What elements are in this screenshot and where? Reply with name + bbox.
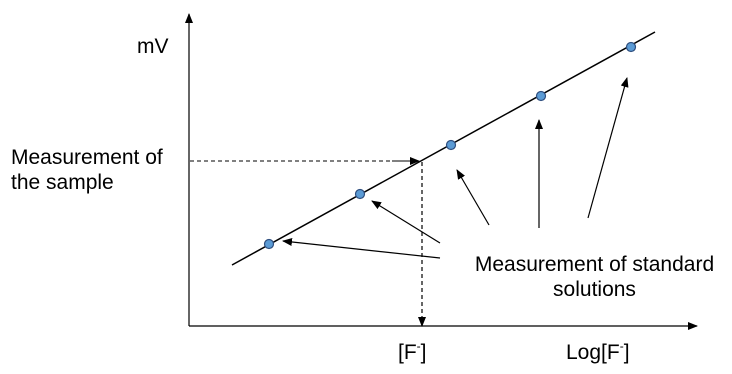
sample-concentration-superscript: -: [416, 339, 421, 353]
standard-point-4: [535, 90, 547, 102]
x-axis-label-prefix: Log[F: [566, 341, 620, 364]
pointer-arrow-2: [371, 200, 441, 244]
pointer-arrow-3: [456, 169, 490, 226]
sample-measurement-label-line2: the sample: [11, 171, 114, 195]
sample-concentration-prefix: [F: [398, 341, 417, 364]
x-axis-label-suffix: ]: [623, 341, 630, 364]
sample-measurement-label: Measurement of the sample: [11, 145, 163, 195]
x-axis-label: Log[F-]: [566, 340, 630, 365]
standard-solutions-label-line2: solutions: [553, 278, 636, 302]
pointer-arrow-1: [282, 237, 441, 259]
sample-measurement-label-line1: Measurement of: [11, 146, 163, 169]
standard-solutions-label-line1: Measurement of standard: [474, 253, 715, 276]
sample-concentration-suffix: ]: [420, 341, 427, 364]
standard-point-1: [263, 238, 275, 250]
standard-solutions-label: Measurement of standard solutions: [462, 252, 727, 302]
y-axis-label: mV: [137, 35, 169, 58]
standard-point-5: [625, 41, 637, 53]
sample-concentration-label: [F-]: [398, 340, 427, 365]
calibration-line: [231, 31, 656, 266]
standard-point-3: [445, 139, 457, 151]
x-axis-label-superscript: -: [619, 339, 624, 353]
standard-point-2: [354, 188, 366, 200]
pointer-arrow-5: [587, 77, 629, 219]
